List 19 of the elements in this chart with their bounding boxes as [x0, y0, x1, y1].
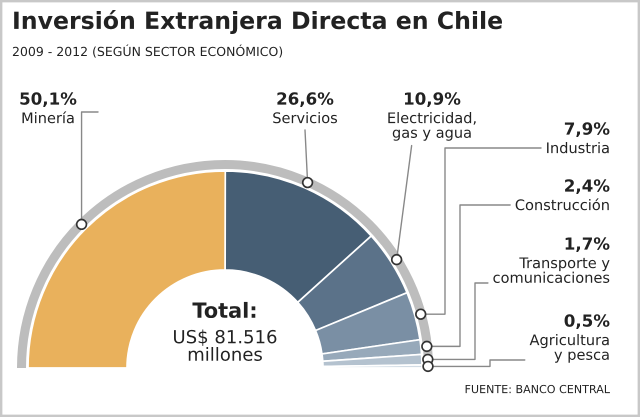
data-label: 7,9%: [564, 122, 610, 137]
slice-label: Electricidad, gas y agua: [388, 112, 476, 141]
text: US$ 81.516 millones: [174, 330, 276, 361]
slice-label: Industria: [547, 142, 609, 154]
data-label: 0,5%: [564, 314, 610, 329]
data-label: 26,6%: [277, 92, 334, 107]
slice-label: Agricultura y pesca: [530, 334, 609, 363]
text: Total:: [192, 302, 256, 318]
data-label: 2,4%: [565, 179, 610, 194]
data-label: 1,7%: [566, 237, 610, 252]
slice-label: Transporte y comunicaciones: [493, 257, 610, 283]
data-label: 10,9%: [404, 92, 460, 107]
chart-subtitle: 2009 - 2012 (SEGÚN SECTOR ECONÓMICO): [12, 44, 282, 58]
slice-label: Construcción: [516, 198, 609, 210]
slice-label: Minería: [22, 111, 74, 124]
chart-title: Inversión Extranjera Directa en Chile: [14, 10, 502, 34]
data-label: 50,1%: [20, 92, 76, 107]
slice-label: Servicios: [273, 112, 338, 124]
source-note: FUENTE: BANCO CENTRAL: [466, 384, 610, 394]
